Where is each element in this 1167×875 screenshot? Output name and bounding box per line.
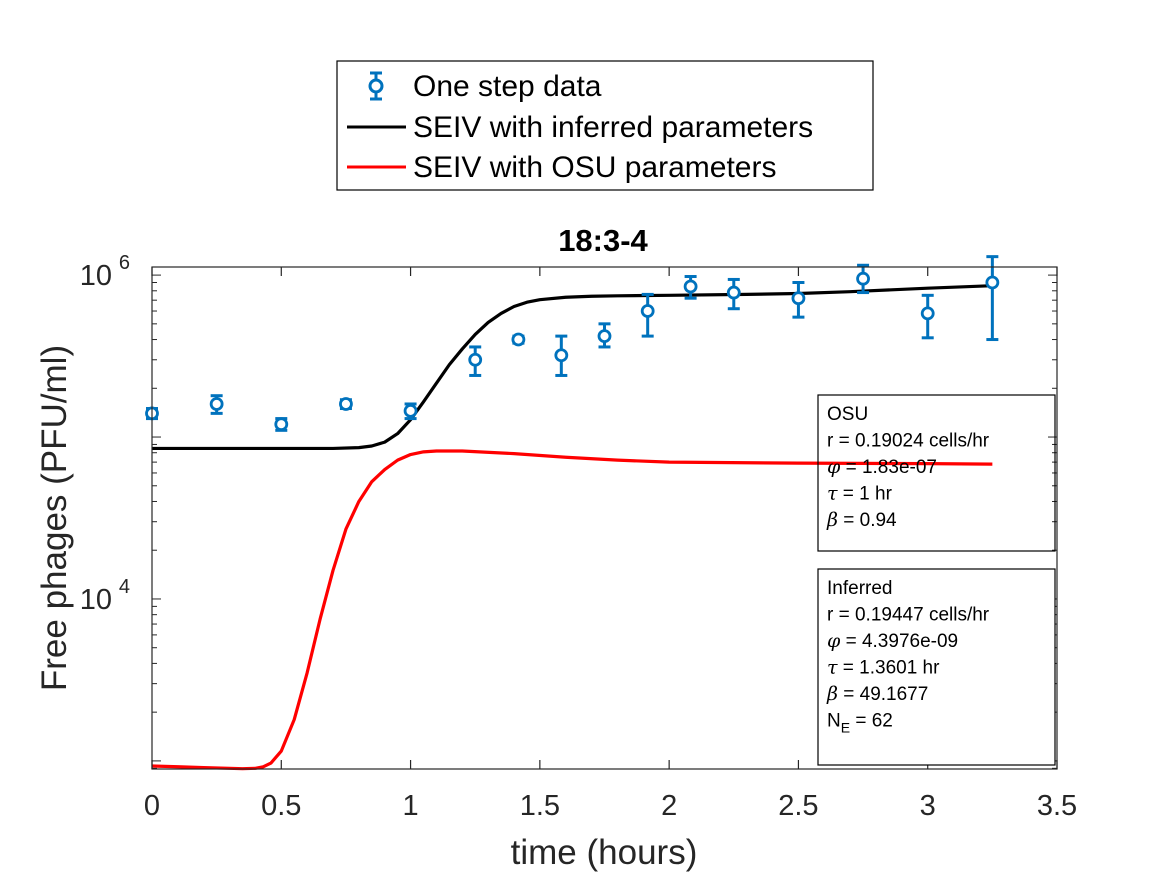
data-point	[640, 292, 655, 338]
data-point	[856, 263, 870, 295]
annotation-line: OSU	[827, 404, 868, 425]
data-marker	[640, 304, 655, 318]
data-point	[726, 277, 741, 311]
annotation-line: r = 0.19447 cells/hr	[827, 605, 990, 626]
annotation-inferred-lines: Inferred r = 0.19447 cells/hr φ = 4.3976e-…	[826, 578, 990, 736]
legend-box	[336, 60, 874, 191]
x-tick-label: 3.5	[1037, 790, 1077, 822]
annotation-line: r = 0.19024 cells/hr	[827, 431, 990, 452]
data-point	[791, 281, 806, 319]
data-point	[554, 334, 569, 377]
legend-label-osu: SEIV with OSU parameters	[413, 151, 776, 184]
x-tick-label: 3	[920, 790, 936, 822]
data-marker	[209, 397, 224, 411]
axes-frame	[151, 266, 1058, 770]
annotation-inferred-box	[817, 568, 1056, 766]
annotation-osu-box	[817, 394, 1056, 552]
data-marker	[597, 329, 612, 344]
data-marker	[985, 275, 1000, 290]
legend-label-inferred: SEIV with inferred parameters	[413, 111, 813, 144]
data-marker	[791, 291, 806, 306]
chart-title: 18:3-4	[558, 223, 648, 258]
data-point	[920, 293, 935, 340]
annotation-line: β = 49.1677	[826, 683, 928, 705]
annotation-line: τ = 1.3601 hr	[827, 657, 940, 679]
data-point	[985, 255, 1000, 342]
annotation-line: φ = 1.83e-07	[827, 456, 937, 478]
x-tick-label: 2.5	[778, 790, 818, 822]
data-point	[339, 397, 353, 411]
data-point	[468, 345, 483, 377]
data-point	[403, 402, 418, 421]
annotation-osu: OSU r = 0.19024 cells/hr φ = 1.83e-07 τ = 1…	[817, 394, 1056, 552]
annotation-osu-lines: OSU r = 0.19024 cells/hr φ = 1.83e-07 τ = 1…	[826, 404, 990, 531]
data-marker	[511, 332, 526, 347]
y-axis-label: Free phages (PFU/ml)	[35, 345, 74, 691]
legend: One step data SEIV with inferred paramet…	[336, 60, 874, 191]
x-tick-label: 0.5	[261, 790, 301, 822]
legend-entry-inferred: SEIV with inferred parameters	[347, 111, 813, 144]
axes: 0 0.5 1 1.5 2 2.5 3 3.5 10 4 10 6	[80, 252, 1077, 822]
annotation-line: Inferred	[827, 578, 892, 599]
annotation-line: τ = 1 hr	[827, 483, 893, 505]
x-tick-label: 1	[403, 790, 419, 822]
data-marker	[554, 348, 569, 363]
y-tick-label-exponent: 4	[119, 576, 130, 598]
legend-label-data: One step data	[413, 70, 602, 103]
data-point	[209, 394, 224, 415]
annotation-line: φ = 4.3976e-09	[827, 630, 958, 652]
data-marker	[856, 271, 870, 286]
y-tick-label-exponent: 6	[119, 252, 130, 274]
data-marker	[726, 285, 741, 300]
data-marker	[920, 306, 935, 321]
y-tick-label: 10	[80, 584, 112, 616]
data-marker	[683, 279, 698, 294]
data-point	[683, 275, 698, 300]
annotation-line: β = 0.94	[826, 509, 897, 531]
x-tick-label: 0	[144, 790, 160, 822]
series-line-inferred	[152, 284, 993, 451]
data-point	[274, 417, 289, 432]
y-tick-label: 10	[80, 260, 112, 292]
data-point	[511, 332, 526, 347]
data-point	[597, 322, 612, 349]
data-points	[145, 255, 1000, 432]
x-tick-label: 2	[661, 790, 677, 822]
legend-entry-osu: SEIV with OSU parameters	[347, 151, 776, 184]
data-marker	[339, 397, 353, 411]
data-marker	[274, 417, 289, 432]
legend-entry-data: One step data	[368, 70, 602, 103]
x-axis-label: time (hours)	[511, 833, 698, 872]
x-tick-label: 1.5	[520, 790, 560, 822]
data-marker	[468, 352, 483, 367]
annotation-inferred: Inferred r = 0.19447 cells/hr φ = 4.3976e-…	[817, 568, 1056, 766]
annotation-line: NE = 62	[827, 711, 893, 736]
data-marker	[403, 404, 418, 418]
